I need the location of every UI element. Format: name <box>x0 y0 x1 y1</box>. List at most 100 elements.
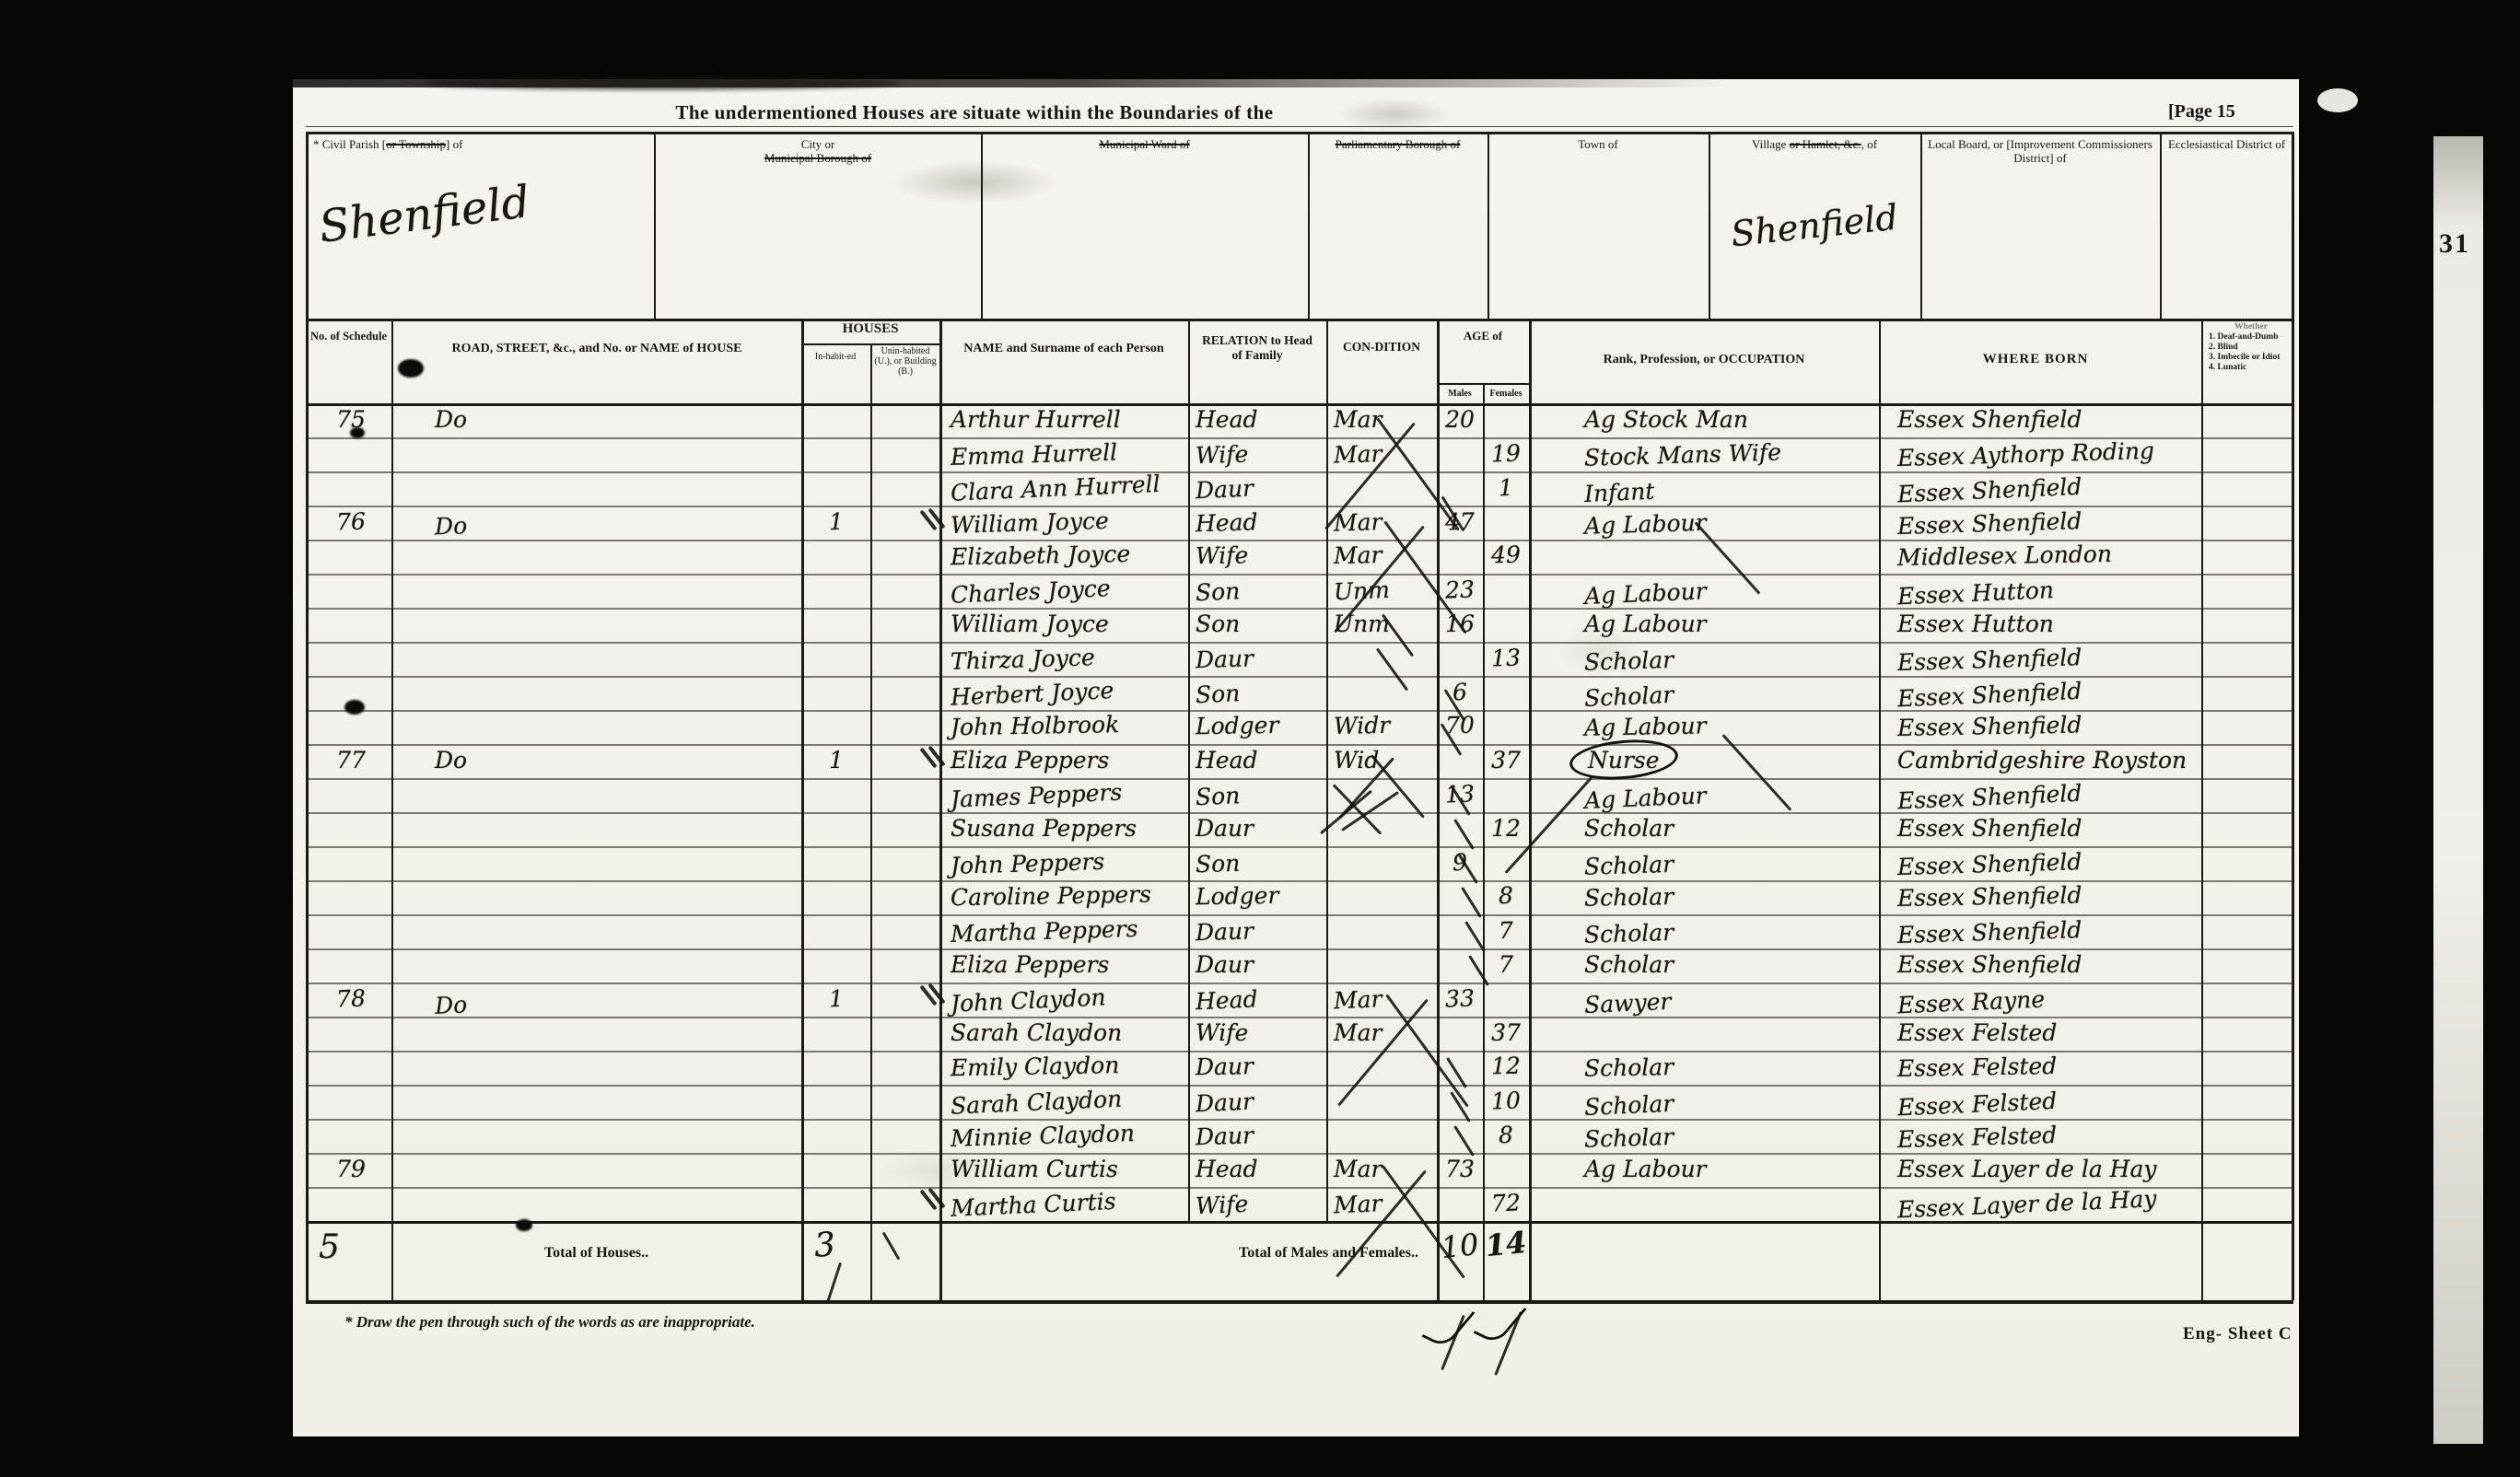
cell-condition <box>1333 913 1437 949</box>
cell-age-male <box>1437 744 1483 778</box>
cell-road <box>435 706 767 746</box>
header-inhabited: In-habit-ed <box>814 352 857 362</box>
table-row: 76 Do 1 William Joyce Head Mar 47 Ag Lab… <box>306 506 2293 541</box>
table-row: Thirza Joyce Daur 13 Scholar Essex Shenf… <box>306 642 2293 678</box>
table-row: Emily Claydon Daur 12 Scholar Essex Fels… <box>306 1051 2293 1087</box>
table-row: Martha Curtis Wife Mar 72 Essex Layer de… <box>306 1185 2293 1223</box>
cell-age-female: 72 <box>1490 1189 1522 1217</box>
cell-age-female: 7 <box>1499 951 1513 978</box>
cell-age-female: 8 <box>1498 1121 1514 1149</box>
rule <box>306 126 2293 127</box>
cell-name: Eliza Peppers <box>951 951 1110 978</box>
parliamentary-borough-label: Parliamentary Borough of <box>1308 137 1488 151</box>
cell-age-male <box>1436 1186 1484 1222</box>
cell-schedule <box>309 913 392 950</box>
cell-occupation: Scholar <box>1584 948 1879 983</box>
rule <box>870 343 872 1300</box>
local-board-label: Local Board, or [Improvement Commissione… <box>1920 137 2160 165</box>
total-males-females-label: Total of Males and Females.. <box>1239 1245 1418 1261</box>
scan-smear <box>293 79 1730 87</box>
label-text: Local Board, or [Improvement Commissione… <box>1928 137 2152 165</box>
check-mark <box>1421 1300 1476 1349</box>
header-disability: Whether 1. Deaf-and-Dumb 2. Blind 3. Imb… <box>2209 322 2293 373</box>
cell-schedule <box>309 845 392 882</box>
header-age: AGE of <box>1463 329 1503 343</box>
cell-condition: Mar <box>1334 1156 1382 1182</box>
rule <box>1879 319 1881 1300</box>
cell-schedule: 79 <box>336 1156 366 1182</box>
cell-schedule <box>309 1049 393 1085</box>
cell-age-female <box>1483 1153 1529 1187</box>
cell-occupation: Scholar <box>1584 812 1879 846</box>
table-row: Martha Peppers Daur 7 Scholar Essex Shen… <box>306 914 2293 950</box>
cell-occupation: Ag Stock Man <box>1584 403 1879 437</box>
cell-age-male <box>1436 436 1483 471</box>
cell-schedule <box>309 608 392 642</box>
total-houses-label: Total of Houses.. <box>543 1245 649 1261</box>
ink-stroke <box>881 1231 901 1261</box>
cell-occupation <box>1584 1017 1879 1051</box>
cell-relation: Daur <box>1195 474 1254 505</box>
side-digits: 31 <box>2439 228 2470 259</box>
cell-age-male <box>1437 539 1484 574</box>
table-row: Susana Peppers Daur 12 Scholar Essex She… <box>306 812 2293 848</box>
occupation-text: Ag Labour <box>1584 1156 1707 1182</box>
rule <box>306 319 2293 321</box>
occupation-text: Scholar <box>1583 1053 1674 1082</box>
cell-inhabited <box>801 878 872 913</box>
cell-age-female <box>1483 608 1529 642</box>
table-border-left <box>306 132 309 1300</box>
cell-relation: Son <box>1195 577 1241 607</box>
cell-schedule <box>309 948 392 983</box>
cell-age-male: 13 <box>1444 780 1476 808</box>
rule <box>1308 132 1310 319</box>
cell-schedule: 77 <box>336 747 366 773</box>
cell-relation: Head <box>1195 985 1259 1016</box>
cell-born: Essex Hutton <box>1897 611 2054 637</box>
label-text: City or <box>800 137 835 151</box>
cell-schedule <box>309 1083 393 1121</box>
cell-inhabited <box>800 845 871 881</box>
boundary-cell-parliamentary-borough: Parliamentary Borough of <box>1308 132 1488 319</box>
header-born: WHERE BORN <box>1982 352 2089 366</box>
label-text: , of <box>1861 137 1878 151</box>
cell-occupation: Ag Labour <box>1584 608 1879 642</box>
table-row: William Joyce Son Unm 16 Ag Labour Essex… <box>306 608 2293 644</box>
cell-relation: Son <box>1195 680 1241 709</box>
cell-born: Cambridgeshire Royston <box>1897 747 2188 773</box>
rule <box>1488 132 1489 319</box>
cell-schedule <box>309 572 393 610</box>
cell-age-female: 37 <box>1491 1019 1521 1046</box>
cell-name: Caroline Peppers <box>950 880 1152 912</box>
rule <box>1437 319 1440 1300</box>
cell-relation: Daur <box>1195 1087 1254 1118</box>
cell-condition: Wid <box>1334 747 1380 773</box>
table-row: James Peppers Son 13 Ag Labour Essex She… <box>306 778 2293 814</box>
adjacent-page-sliver: 31 <box>2433 136 2483 1444</box>
cell-name: Sarah Claydon <box>951 1019 1123 1046</box>
cell-born: Essex Layer de la Hay <box>1897 1156 2157 1182</box>
cell-age-female: 10 <box>1490 1087 1522 1115</box>
cell-inhabited <box>800 470 872 506</box>
table-border-right <box>2292 132 2294 1300</box>
cell-age-female: 37 <box>1491 747 1521 773</box>
table-row: Herbert Joyce Son 6 Scholar Essex Shenfi… <box>306 676 2293 712</box>
cell-relation: Son <box>1195 849 1241 878</box>
disability-line: 2. Blind <box>2209 343 2238 352</box>
cell-relation: Lodger <box>1195 881 1279 911</box>
cell-name: John Holbrook <box>950 711 1120 741</box>
cell-inhabited: 1 <box>828 507 845 536</box>
cell-occupation: Scholar <box>1584 1114 1880 1157</box>
occupation-text: Scholar <box>1584 815 1674 842</box>
cell-age-male: 9 <box>1452 848 1468 877</box>
cell-inhabited <box>801 948 871 983</box>
table-row: 75 Do Arthur Hurrell Head Mar 20 Ag Stoc… <box>306 403 2293 439</box>
cell-occupation: Nurse <box>1584 744 1879 778</box>
cell-age-female <box>1482 777 1530 813</box>
cell-inhabited: 1 <box>828 984 845 1013</box>
cell-inhabited <box>800 1083 872 1120</box>
cell-name: Eliza Peppers <box>951 747 1110 773</box>
cell-born: Essex Shenfield <box>1896 711 2082 741</box>
cell-age-female: 49 <box>1490 541 1522 569</box>
header-age-males: Males <box>1448 389 1472 399</box>
